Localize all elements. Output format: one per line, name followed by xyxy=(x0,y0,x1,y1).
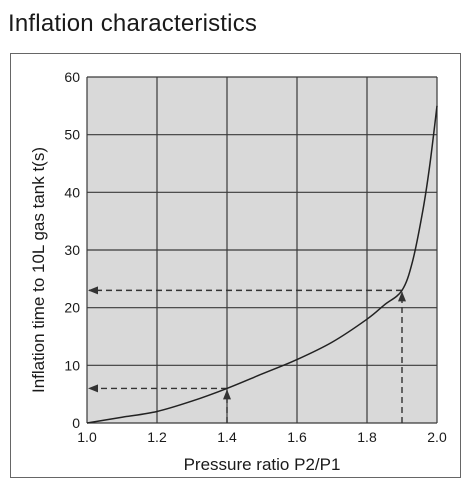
x-axis-ticks: 1.0 1.2 1.4 1.6 1.8 2.0 xyxy=(77,429,447,445)
y-tick-label: 30 xyxy=(64,242,80,258)
y-tick-label: 60 xyxy=(64,69,80,85)
x-tick-label: 1.6 xyxy=(287,429,307,445)
x-tick-label: 1.4 xyxy=(217,429,237,445)
y-tick-label: 10 xyxy=(64,357,80,373)
series-layer xyxy=(86,105,438,424)
x-tick-label: 1.2 xyxy=(147,429,167,445)
reference-lines xyxy=(88,286,406,423)
page-title: Inflation characteristics xyxy=(8,10,258,37)
y-axis-ticks: 0 10 20 30 40 50 60 xyxy=(64,69,80,431)
y-tick-label: 20 xyxy=(64,300,80,316)
x-axis-label: Pressure ratio P2/P1 xyxy=(184,455,341,474)
x-tick-label: 2.0 xyxy=(427,429,447,445)
y-tick-label: 40 xyxy=(64,184,80,200)
x-tick-label: 1.8 xyxy=(357,429,377,445)
x-tick-label: 1.0 xyxy=(77,429,97,445)
series-line xyxy=(86,105,438,424)
y-tick-label: 50 xyxy=(64,127,80,143)
y-axis-label: Inflation time to 10L gas tank t(s) xyxy=(29,147,48,393)
y-tick-label: 0 xyxy=(72,415,80,431)
grid xyxy=(86,76,438,424)
